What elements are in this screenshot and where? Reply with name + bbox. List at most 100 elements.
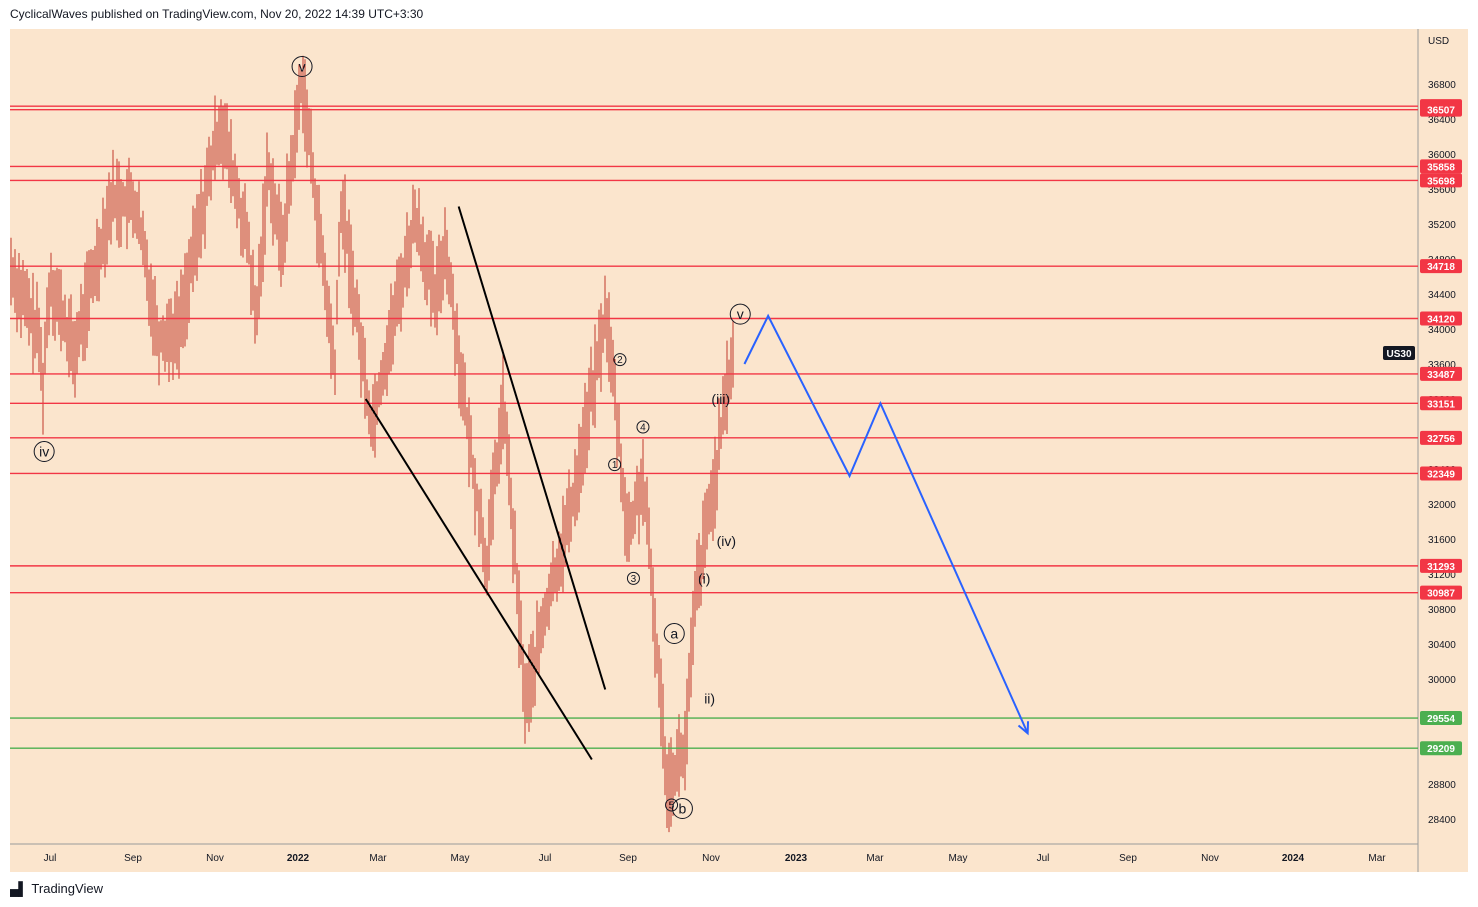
wave-label: 2 [617, 355, 623, 366]
footer-brand[interactable]: ▄▌ TradingView [10, 881, 103, 896]
time-tick-label: Nov [1201, 853, 1219, 864]
wave-label-circle [671, 798, 693, 819]
projection-path [743, 313, 1029, 734]
time-axis-background [10, 844, 1468, 872]
price-tag-label: 31293 [1427, 562, 1455, 573]
price-tag-label: 36507 [1427, 106, 1455, 117]
wave-label: 4 [640, 423, 646, 434]
price-tick-label: 28800 [1428, 780, 1456, 791]
wave-label-circle [626, 571, 640, 585]
time-tick-label: Sep [1119, 853, 1137, 864]
price-tag [1420, 366, 1462, 381]
symbol-tag-label: US30 [1386, 349, 1411, 360]
wave-label: 5 [669, 801, 675, 812]
time-tick-label: Jul [539, 853, 552, 864]
wave-label: iv [39, 444, 49, 460]
wedge-trendline [457, 206, 607, 690]
price-tag-label: 30987 [1427, 589, 1455, 600]
wave-label: (i) [698, 570, 710, 586]
wave-label: b [679, 801, 687, 817]
price-tag [1420, 558, 1462, 573]
price-tick-label: 34400 [1428, 290, 1456, 301]
price-tag-label: 33151 [1427, 399, 1455, 410]
price-tag-label: 33487 [1427, 370, 1455, 381]
projection-group [743, 313, 1030, 736]
wave-labels-group: v iv v 2 4 1 3 5 a b (iii) (iv) (i) ii) [33, 56, 751, 819]
price-tag [1420, 430, 1462, 445]
price-tags-group: 3654736507358583569834718341203348733151… [1383, 99, 1462, 756]
price-tick-label: 35200 [1428, 220, 1456, 231]
time-tick-label: Mar [1368, 853, 1386, 864]
wave-label-circle [636, 420, 650, 434]
price-tick-label: 30400 [1428, 640, 1456, 651]
trendlines-group [364, 206, 607, 761]
projection-arrowhead [1017, 721, 1030, 736]
price-tag [1420, 102, 1462, 117]
wave-label: 3 [631, 574, 637, 585]
time-axis[interactable]: Jul Sep Nov 2022 Mar May Jul Sep Nov 2023 Mar May Ju… [44, 853, 1387, 864]
time-tick-label: Mar [369, 853, 387, 864]
wave-label: (iii) [711, 391, 730, 407]
wave-label: v [299, 59, 306, 75]
price-tag [1420, 396, 1462, 411]
price-tick-label: 36800 [1428, 80, 1456, 91]
time-tick-label: 2022 [287, 853, 310, 864]
price-tick-label: 33600 [1428, 360, 1456, 371]
currency-label: USD [1428, 36, 1449, 47]
time-tick-label: Sep [124, 853, 142, 864]
time-tick-label: Sep [619, 853, 637, 864]
tradingview-logo-icon: ▄▌ [10, 881, 27, 896]
price-tag [1420, 159, 1462, 174]
price-tag [1420, 466, 1462, 481]
time-tick-label: 2023 [785, 853, 808, 864]
wave-label: ii) [704, 690, 715, 706]
price-tag-label: 34120 [1427, 315, 1455, 326]
price-tick-label: 30800 [1428, 605, 1456, 616]
price-tag [1420, 711, 1462, 726]
price-tag-label: 32349 [1427, 469, 1455, 480]
wave-label-circle [613, 353, 627, 367]
price-tick-label: 36000 [1428, 150, 1456, 161]
wave-label-circle [33, 441, 55, 462]
wave-label-circle [608, 458, 622, 472]
candles-group [10, 55, 734, 833]
price-tick-label: 32000 [1428, 500, 1456, 511]
time-tick-label: Nov [206, 853, 224, 864]
wedge-trendline [364, 398, 593, 761]
price-tag-label: 29554 [1427, 714, 1455, 725]
price-tick-label: 35600 [1428, 185, 1456, 196]
wave-label: a [670, 626, 678, 642]
chart-plot-background [10, 29, 1418, 844]
price-tag [1420, 259, 1462, 274]
price-tag [1420, 585, 1462, 600]
price-tag-label: 29209 [1427, 744, 1455, 755]
time-tick-label: Nov [702, 853, 720, 864]
wave-label: 1 [612, 460, 618, 471]
price-tag-label: 35698 [1427, 176, 1455, 187]
price-tick-label: 31600 [1428, 535, 1456, 546]
chart-publish-info: CyclicalWaves published on TradingView.c… [10, 7, 424, 21]
price-tag [1420, 741, 1462, 756]
time-tick-label: 2024 [1282, 853, 1305, 864]
time-tick-label: Mar [866, 853, 884, 864]
wave-label-circle [665, 798, 679, 812]
footer-brand-text: TradingView [31, 881, 103, 896]
price-tick-label: 28400 [1428, 815, 1456, 826]
price-tick-label: 31200 [1428, 570, 1456, 581]
price-tick-label: 34000 [1428, 325, 1456, 336]
price-tag-label: 32756 [1427, 434, 1455, 445]
wave-label-circle [291, 56, 313, 77]
wave-label-circle [729, 303, 751, 325]
wave-label: v [737, 306, 744, 322]
price-tag-label: 35858 [1427, 162, 1455, 173]
time-tick-label: Jul [1037, 853, 1050, 864]
wave-label: (iv) [717, 533, 736, 549]
time-tick-label: May [451, 853, 470, 864]
time-tick-label: Jul [44, 853, 57, 864]
symbol-tag [1383, 346, 1415, 360]
horizontal-levels-group [10, 105, 1418, 749]
price-tag [1420, 311, 1462, 326]
time-tick-label: May [949, 853, 968, 864]
price-tick-label: 30000 [1428, 675, 1456, 686]
